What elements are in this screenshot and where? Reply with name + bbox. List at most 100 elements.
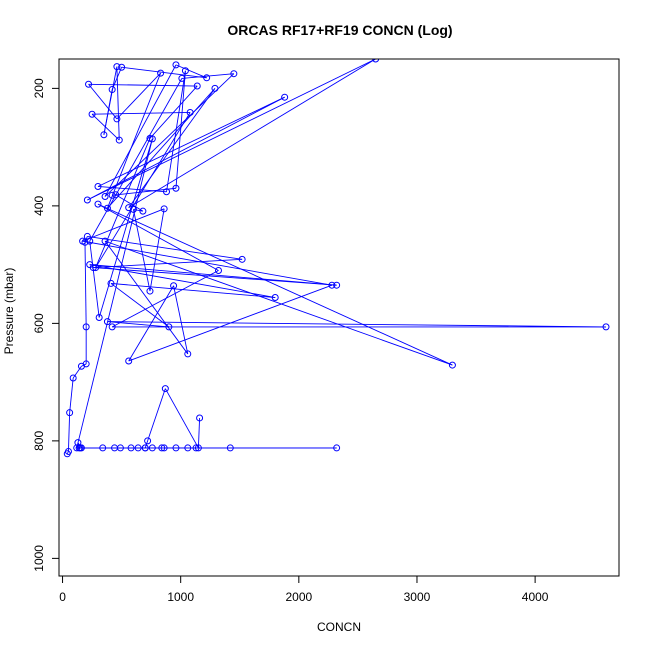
data-point — [82, 323, 90, 331]
data-point — [172, 444, 180, 452]
series-segment — [173, 285, 189, 355]
data-point — [271, 294, 279, 302]
data-point — [115, 136, 123, 144]
data-point — [333, 444, 341, 452]
data-point — [214, 267, 222, 274]
series-segment — [110, 282, 276, 298]
data-point — [372, 59, 380, 63]
series-segment — [97, 186, 167, 193]
data-point — [108, 323, 116, 331]
data-point — [160, 444, 168, 452]
data-point — [148, 444, 156, 452]
data-point — [192, 444, 200, 452]
data-point — [139, 207, 147, 215]
data-point — [211, 84, 219, 92]
data-point — [94, 200, 102, 208]
data-point — [163, 188, 171, 196]
plot-area — [63, 59, 610, 458]
series-segment — [104, 64, 177, 197]
series-segment — [87, 96, 285, 201]
data-point — [85, 80, 93, 88]
plot-frame — [58, 58, 620, 577]
series-segment — [97, 96, 285, 187]
data-point — [108, 191, 116, 199]
data-point — [118, 63, 126, 71]
series-segment — [147, 388, 166, 442]
series-segment — [116, 66, 120, 141]
series-segment — [121, 66, 207, 79]
series-segment — [84, 242, 87, 327]
series-segment — [128, 88, 216, 208]
data-point — [127, 444, 135, 452]
data-point — [148, 135, 156, 143]
series-segment — [92, 112, 191, 115]
data-point — [194, 444, 202, 452]
data-point — [101, 237, 109, 245]
series-segment — [116, 72, 161, 120]
data-point — [333, 281, 341, 289]
series-segment — [88, 83, 118, 120]
y-tick-label: 600 — [32, 313, 46, 333]
y-tick-label: 800 — [32, 431, 46, 451]
data-point — [184, 350, 192, 358]
data-point — [86, 261, 94, 269]
series-segment — [149, 208, 165, 292]
data-point — [92, 264, 100, 272]
data-point — [602, 323, 610, 331]
series-segment — [175, 64, 207, 79]
y-tick-label: 200 — [32, 78, 46, 98]
data-point — [157, 69, 165, 77]
series-segment — [128, 285, 174, 362]
data-point — [141, 444, 149, 452]
data-point — [181, 67, 189, 75]
data-point — [82, 360, 90, 368]
series-segment — [89, 264, 337, 286]
data-point — [196, 414, 204, 422]
data-point — [158, 444, 166, 452]
data-point — [107, 279, 115, 287]
data-point — [73, 444, 81, 452]
data-point — [66, 409, 74, 417]
data-point — [178, 74, 186, 82]
series-segment — [89, 241, 100, 318]
data-point — [203, 74, 211, 82]
data-point — [448, 361, 456, 369]
series-segment — [111, 270, 219, 328]
x-tick-label: 0 — [59, 590, 66, 604]
data-point — [113, 115, 121, 123]
data-point — [161, 385, 169, 393]
x-tick-label: 3000 — [404, 590, 431, 604]
x-tick-label: 1000 — [167, 590, 194, 604]
data-point — [172, 184, 180, 192]
data-point — [95, 314, 103, 321]
series-segment — [128, 59, 376, 209]
data-point — [103, 204, 111, 212]
series-segment — [149, 85, 198, 139]
data-point — [170, 282, 178, 290]
series-segment — [110, 283, 170, 328]
data-point — [125, 357, 133, 365]
series-segment — [107, 321, 169, 328]
data-point — [101, 192, 109, 200]
series-segment — [132, 209, 151, 292]
data-point — [111, 444, 119, 452]
data-point — [172, 61, 180, 69]
series-segment — [98, 138, 153, 318]
data-point — [88, 110, 96, 118]
data-point — [103, 318, 111, 326]
series-segment — [88, 83, 198, 87]
series-segment — [128, 284, 333, 362]
x-tick-label: 2000 — [285, 590, 312, 604]
y-tick-label: 1000 — [32, 545, 46, 572]
series-segment — [87, 235, 243, 260]
data-point — [328, 281, 336, 289]
series-segment — [104, 73, 235, 197]
data-point — [83, 196, 91, 204]
series-segment — [144, 440, 149, 449]
y-axis-label: Pressure (mbar) — [2, 268, 16, 355]
y-axis: 200 400 600 800 1000 — [32, 78, 60, 572]
data-point — [230, 70, 238, 78]
data-point — [146, 287, 154, 295]
x-axis-label: CONCN — [317, 620, 361, 634]
